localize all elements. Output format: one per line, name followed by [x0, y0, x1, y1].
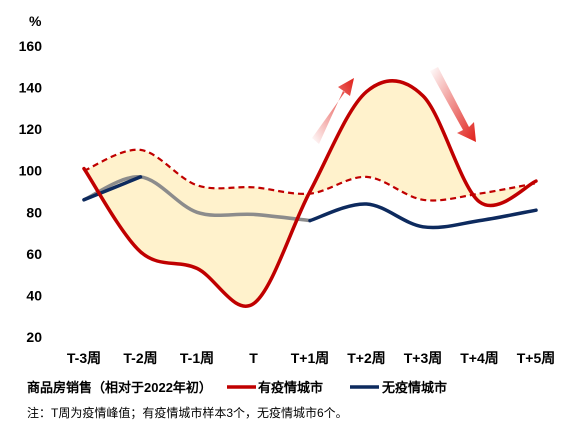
- chart-note: 注：T周为疫情峰值；有疫情城市样本3个，无疫情城市6个。: [27, 405, 348, 420]
- y-tick-label: 60: [26, 246, 42, 262]
- x-tick-label: T-2周: [123, 350, 157, 366]
- y-tick-label: 20: [26, 329, 42, 345]
- y-axis: % 20 40 60 80 100 120 140 160: [19, 13, 43, 345]
- x-tick-label: T+3周: [404, 350, 443, 366]
- y-tick-label: 100: [19, 163, 43, 179]
- x-axis: T-3周 T-2周 T-1周 T T+1周 T+2周 T+3周 T+4周 T+5周: [67, 350, 555, 366]
- y-tick-label: 160: [19, 38, 43, 54]
- y-axis-unit-label: %: [29, 13, 42, 29]
- non-epidemic-line-late-segment: [308, 202, 538, 230]
- non-epidemic-line-start-segment: [82, 175, 143, 202]
- legend-label-epidemic-cities: 有疫情城市: [258, 380, 323, 395]
- x-tick-label: T+5周: [517, 350, 556, 366]
- x-tick-label: T+4周: [460, 350, 499, 366]
- y-tick-label: 40: [26, 287, 42, 303]
- arrow-layer: [312, 67, 476, 144]
- legend-title: 商品房销售（相对于2022年初）: [27, 380, 212, 395]
- x-tick-label: T-1周: [180, 350, 214, 366]
- y-tick-label: 80: [26, 204, 42, 220]
- series-layer: [82, 79, 538, 308]
- x-tick-label: T+1周: [291, 350, 330, 366]
- y-tick-label: 120: [19, 121, 43, 137]
- epidemic-cities-line: [82, 79, 538, 308]
- x-tick-label: T+2周: [347, 350, 386, 366]
- non-epidemic-line-early-segment: [82, 175, 312, 223]
- rising-arrow: [312, 78, 354, 144]
- falling-arrow: [430, 67, 476, 142]
- legend-label-non-epidemic-cities: 无疫情城市: [381, 380, 447, 395]
- x-tick-label: T: [249, 350, 258, 366]
- x-tick-label: T-3周: [67, 350, 101, 366]
- legend: 商品房销售（相对于2022年初） 有疫情城市 无疫情城市: [27, 380, 447, 395]
- y-tick-label: 140: [19, 80, 43, 96]
